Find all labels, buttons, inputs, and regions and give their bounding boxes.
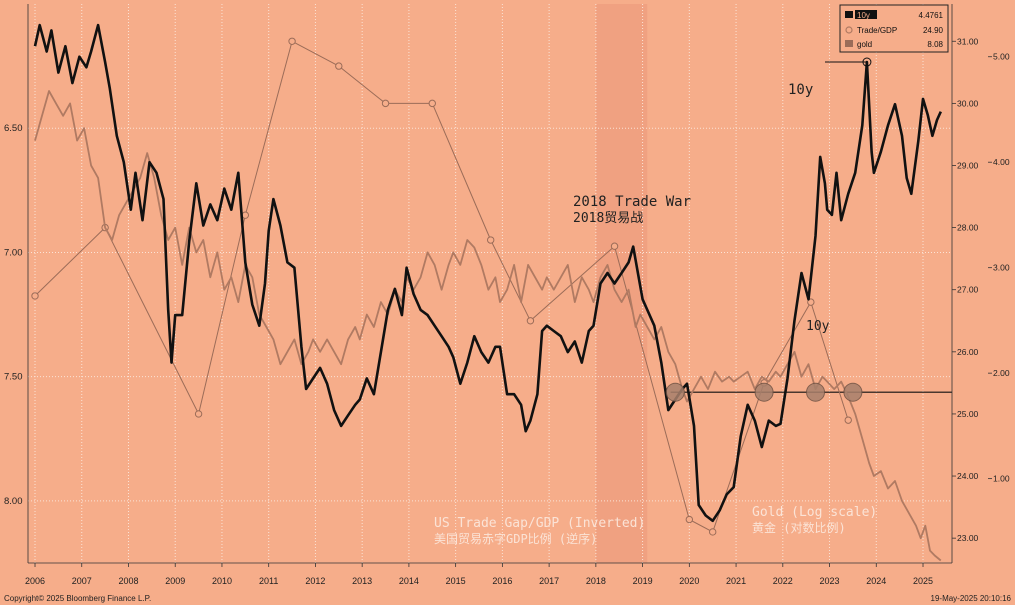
x-tick-label: 2008 bbox=[118, 576, 138, 586]
series-line-10y bbox=[33, 23, 942, 523]
x-tick-label: 2024 bbox=[866, 576, 886, 586]
legend-value-10y: 4.4761 bbox=[919, 11, 944, 20]
x-tick-label: 2017 bbox=[539, 576, 559, 586]
left-tick-label: 7.00 bbox=[4, 247, 23, 258]
axis-layer: 2006 2007 2008 2009 2010 2011 2012 2013 2014 2015… bbox=[4, 4, 1010, 586]
x-tick-label: 2016 bbox=[492, 576, 512, 586]
highlight-circle bbox=[754, 382, 774, 402]
annotation-trade-gap-en: US Trade Gap/GDP (Inverted) bbox=[434, 516, 645, 531]
x-tick-label: 2019 bbox=[633, 576, 653, 586]
left-tick-label: 7.50 bbox=[4, 372, 23, 383]
x-tick-label: 2023 bbox=[820, 576, 840, 586]
gold-point bbox=[486, 236, 495, 244]
x-tick-label: 2025 bbox=[913, 576, 933, 586]
ten-y-top-marker bbox=[862, 57, 872, 67]
gold-point bbox=[685, 515, 694, 524]
gold-point bbox=[31, 292, 39, 300]
right-inner-tick-label: 26.00 bbox=[957, 347, 979, 357]
annotation-10y-top: 10y bbox=[788, 82, 813, 98]
right-outer-tick-label: 4.00 bbox=[993, 157, 1010, 167]
annotation-gold-en: Gold (Log scale) bbox=[752, 505, 877, 520]
gold-point bbox=[381, 99, 390, 108]
legend-label-trade-gdp: Trade/GDP bbox=[857, 26, 897, 35]
legend-label-10y-bg bbox=[855, 10, 877, 19]
x-tick-label: 2022 bbox=[773, 576, 793, 586]
right-outer-tick-label: 2.00 bbox=[993, 368, 1010, 378]
gold-point bbox=[428, 99, 436, 108]
x-tick-label: 2012 bbox=[305, 576, 325, 586]
legend-label-10y: 10y bbox=[857, 11, 870, 20]
highlight-circle bbox=[665, 382, 685, 402]
left-tick-label: 6.50 bbox=[4, 123, 23, 134]
gold-point bbox=[288, 37, 296, 45]
right-inner-tick-label: 29.00 bbox=[957, 160, 979, 170]
legend-swatch-trade-gdp bbox=[845, 26, 853, 34]
x-tick-label: 2011 bbox=[259, 576, 278, 586]
highlight-circle bbox=[806, 382, 826, 402]
annotation-trade-war-en: 2018 Trade War bbox=[573, 194, 691, 210]
x-tick-label: 2014 bbox=[399, 576, 419, 586]
right-inner-tick-label: 28.00 bbox=[957, 223, 979, 233]
x-tick-label: 2006 bbox=[25, 576, 45, 586]
gold-point bbox=[610, 242, 619, 250]
right-inner-tick-label: 23.00 bbox=[957, 533, 979, 543]
x-tick-label: 2010 bbox=[212, 576, 232, 586]
right-inner-tick-label: 31.00 bbox=[957, 36, 979, 46]
x-tick-label: 2013 bbox=[352, 576, 372, 586]
gold-point bbox=[844, 416, 852, 424]
legend-swatch-gold bbox=[845, 40, 853, 47]
legend-value-gold: 8.08 bbox=[927, 40, 943, 49]
right-inner-tick-label: 30.00 bbox=[957, 98, 979, 108]
gold-point bbox=[708, 528, 717, 536]
left-tick-label: 8.00 bbox=[4, 496, 23, 507]
right-inner-tick-label: 25.00 bbox=[957, 409, 979, 419]
x-tick-label: 2015 bbox=[446, 576, 466, 586]
gold-point bbox=[335, 62, 343, 70]
series-layer bbox=[31, 23, 952, 562]
footer-copyright: Copyright© 2025 Bloomberg Finance L.P. bbox=[4, 594, 151, 603]
x-tick-label: 2021 bbox=[726, 576, 746, 586]
legend: 10y 4.4761 Trade/GDP 24.90 gold 8.08 bbox=[839, 4, 949, 53]
x-tick-label: 2009 bbox=[165, 576, 185, 586]
right-outer-tick-label: 5.00 bbox=[993, 52, 1010, 62]
highlight-circle bbox=[843, 382, 863, 402]
right-inner-tick-label: 24.00 bbox=[957, 471, 979, 481]
gold-point bbox=[194, 410, 203, 418]
annotation-trade-war-cn: 2018贸易战 bbox=[573, 211, 643, 226]
annotation-10y-mid: 10y bbox=[806, 319, 830, 334]
x-tick-label: 2007 bbox=[72, 576, 92, 586]
legend-value-trade-gdp: 24.90 bbox=[923, 26, 944, 35]
x-tick-label: 2020 bbox=[679, 576, 699, 586]
x-tick-label: 2018 bbox=[586, 576, 606, 586]
annotation-trade-gap-cn: 美国贸易赤字GDP比例 (逆序) bbox=[434, 531, 597, 546]
gold-point bbox=[807, 298, 815, 306]
right-inner-tick-label: 27.00 bbox=[957, 285, 979, 295]
footer-timestamp: 19-May-2025 20:10:16 bbox=[931, 594, 1012, 603]
legend-swatch-10y bbox=[845, 11, 853, 18]
annotation-gold-cn: 黄金 (对数比例) bbox=[752, 520, 846, 535]
right-outer-tick-label: 3.00 bbox=[993, 263, 1010, 273]
right-outer-tick-label: 1.00 bbox=[993, 474, 1010, 484]
series-line-trade-gdp bbox=[34, 90, 942, 562]
gold-point bbox=[526, 317, 535, 325]
legend-label-gold: gold bbox=[857, 40, 872, 49]
